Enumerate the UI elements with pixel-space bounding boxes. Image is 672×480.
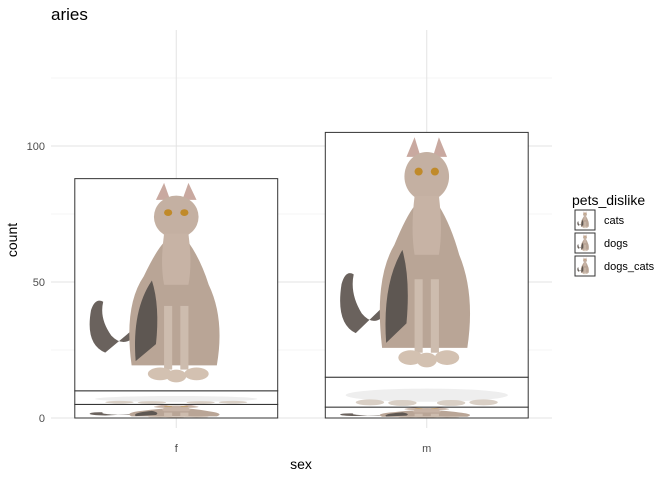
legend-title: pets_dislike — [572, 192, 645, 208]
bar-segment-cats — [74, 178, 279, 392]
legend-label: dogs — [604, 238, 628, 250]
x-axis-title: sex — [290, 456, 312, 472]
y-tick-label: 0 — [39, 413, 45, 425]
legend-item-cats: cats — [574, 209, 625, 231]
bar-outline — [324, 131, 529, 378]
y-tick-label: 100 — [27, 141, 45, 153]
legend-item-dogs: dogs — [574, 232, 628, 254]
x-tick-label: f — [175, 443, 179, 455]
dog-icon — [325, 377, 529, 408]
y-tick-label: 50 — [33, 277, 45, 289]
bar-outline — [74, 178, 279, 392]
bar-segment-dogs — [74, 390, 279, 405]
dog-icon — [74, 390, 278, 405]
y-axis-ticks: 0 50 100 — [27, 141, 45, 425]
bar-segment-cats — [324, 131, 529, 378]
legend-item-dogs_cats: dogs_cats — [574, 255, 655, 277]
y-axis-title: count — [4, 223, 20, 257]
bar-segment-dogs_cats — [74, 403, 279, 419]
legend-label: cats — [604, 215, 625, 227]
x-tick-label: m — [422, 443, 431, 455]
legend: pets_dislike cats dogs dogs_cats — [572, 192, 655, 277]
bar-segment-dogs_cats — [324, 406, 529, 419]
chart-title: aries — [51, 5, 88, 24]
bars — [74, 131, 529, 419]
bar-segment-dogs — [324, 376, 529, 408]
legend-label: dogs_cats — [604, 261, 655, 273]
